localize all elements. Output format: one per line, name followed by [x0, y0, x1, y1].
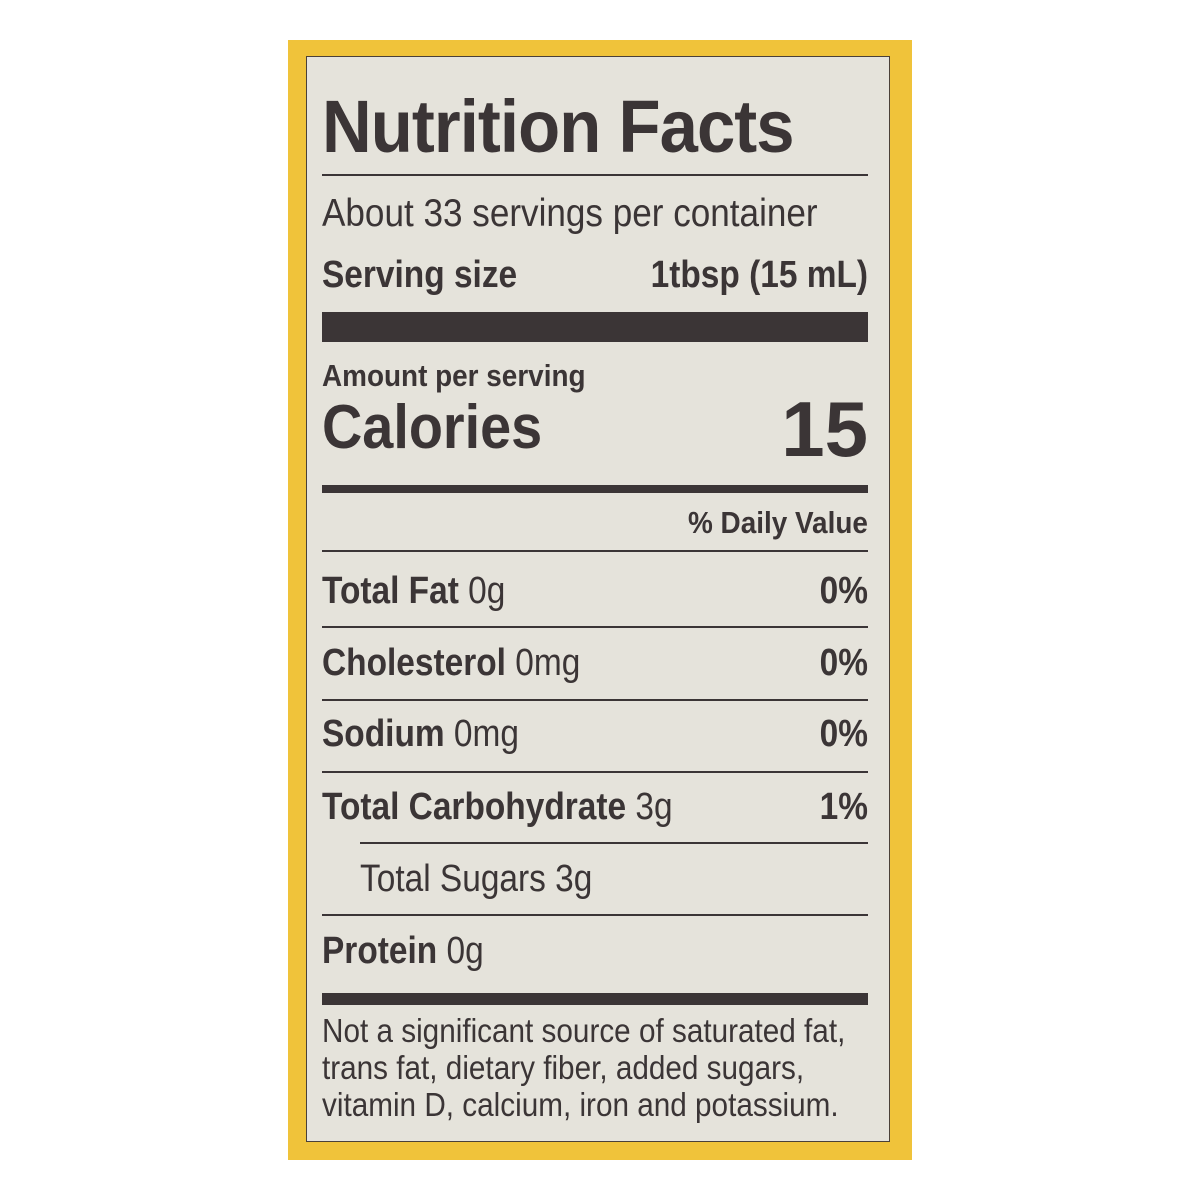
calories-label: Calories — [322, 393, 543, 462]
servings-per-container: About 33 servings per container — [322, 192, 818, 235]
nutrient-row-total-sugars: Total Sugars 3g — [322, 858, 868, 902]
daily-value-header: % Daily Value — [688, 505, 868, 540]
nutrient-amount: 0mg — [453, 713, 519, 755]
calories-value: 15 — [781, 385, 868, 473]
serving-size-row: Serving size 1tbsp (15 mL) — [322, 254, 868, 298]
nutrient-name: Protein — [322, 930, 438, 972]
nutrient-row-protein: Protein 0g — [322, 930, 868, 974]
footnote-line: vitamin D, calcium, iron and potassium. — [322, 1086, 839, 1123]
serving-size-value: 1tbsp (15 mL) — [650, 254, 868, 296]
divider — [322, 771, 868, 773]
footnote-line: trans fat, dietary fiber, added sugars, — [322, 1049, 805, 1086]
nutrient-name: Total Fat — [322, 570, 459, 612]
divider — [322, 626, 868, 628]
nutrient-amount: 3g — [635, 786, 673, 828]
nutrient-row-total-carbohydrate: Total Carbohydrate 3g 1% — [322, 786, 868, 830]
thick-divider — [322, 993, 868, 1005]
divider — [322, 914, 868, 916]
amount-per-serving: Amount per serving — [322, 358, 586, 393]
calories-row: Calories 15 — [322, 385, 868, 473]
footnote: Not a significant source of saturated fa… — [322, 1012, 845, 1123]
nutrient-name: Cholesterol — [322, 642, 506, 684]
nutrient-amount: 3g — [555, 858, 593, 900]
medium-divider — [322, 485, 868, 493]
divider — [322, 699, 868, 701]
nutrient-name: Sodium — [322, 713, 445, 755]
nutrient-dv: 1% — [819, 786, 868, 828]
nutrient-amount: 0mg — [515, 642, 581, 684]
divider — [360, 842, 868, 844]
nutrition-label-panel — [306, 56, 890, 1142]
nutrient-dv: 0% — [819, 642, 868, 684]
nutrient-row-sodium: Sodium 0mg 0% — [322, 713, 868, 757]
footnote-line: Not a significant source of saturated fa… — [322, 1012, 846, 1049]
thick-divider — [322, 312, 868, 342]
divider — [322, 550, 868, 552]
nutrient-row-total-fat: Total Fat 0g 0% — [322, 570, 868, 614]
nutrient-name: Total Carbohydrate — [322, 786, 627, 828]
nutrient-amount: 0g — [468, 570, 506, 612]
nutrient-name: Total Sugars — [360, 858, 546, 900]
serving-size-label: Serving size — [322, 254, 518, 296]
nutrient-amount: 0g — [446, 930, 484, 972]
nutrient-dv: 0% — [819, 713, 868, 755]
nutrient-dv: 0% — [819, 570, 868, 612]
divider — [322, 174, 868, 176]
label-title: Nutrition Facts — [322, 85, 795, 168]
nutrient-row-cholesterol: Cholesterol 0mg 0% — [322, 642, 868, 686]
daily-value-header-row: % Daily Value — [322, 505, 868, 549]
